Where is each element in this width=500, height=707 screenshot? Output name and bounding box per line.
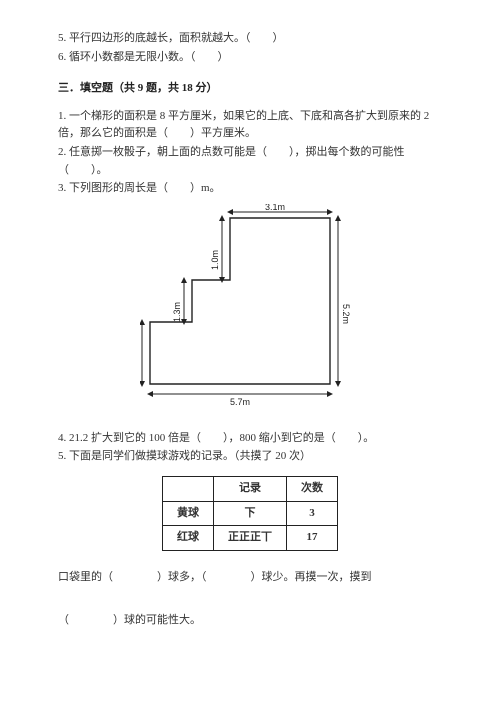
label-mid-left: 1.3m xyxy=(172,302,182,322)
cell-name: 黄球 xyxy=(163,501,214,526)
cell-name: 红球 xyxy=(163,526,214,551)
s3-question-4: 4. 21.2 扩大到它的 100 倍是（ ），800 缩小到它的是（ ）。 xyxy=(58,430,442,448)
section-3-title: 三．填空题（共 9 题，共 18 分） xyxy=(58,80,442,98)
label-bottom: 5.7m xyxy=(230,397,250,407)
s3-question-3: 3. 下列图形的周长是（ ）m。 xyxy=(58,180,442,198)
s3-question-5-tail2: （ ）球的可能性大。 xyxy=(58,612,442,630)
label-right: 5.2m xyxy=(341,304,351,324)
s3-question-1: 1. 一个梯形的面积是 8 平方厘米，如果它的上底、下底和高各扩大到原来的 2 … xyxy=(58,108,442,143)
th-count: 次数 xyxy=(287,476,338,501)
tally-table: 记录 次数 黄球 下 3 红球 正正正丅 17 xyxy=(58,476,442,551)
s3-question-2: 2. 任意掷一枚骰子，朝上面的点数可能是（ ），掷出每个数的可能性（ ）。 xyxy=(58,144,442,179)
cell-count: 3 xyxy=(287,501,338,526)
s3-question-5: 5. 下面是同学们做摸球游戏的记录。（共摸了 20 次） xyxy=(58,448,442,466)
question-6: 6. 循环小数都是无限小数。（ ） xyxy=(58,49,442,67)
perimeter-diagram: 3.1m 5.2m 5.7m 2m 1.3m 1.0m xyxy=(58,204,442,414)
question-5: 5. 平行四边形的底越长，面积就越大。（ ） xyxy=(58,30,442,48)
table-header-row: 记录 次数 xyxy=(163,476,338,501)
s3-question-5-tail1: 口袋里的（ ）球多，（ ）球少。再摸一次，摸到 xyxy=(58,569,442,587)
cell-tally: 正正正丅 xyxy=(214,526,287,551)
label-upper-step: 1.0m xyxy=(210,250,220,270)
table-row: 黄球 下 3 xyxy=(163,501,338,526)
label-top: 3.1m xyxy=(265,204,285,212)
cell-count: 17 xyxy=(287,526,338,551)
table-row: 红球 正正正丅 17 xyxy=(163,526,338,551)
th-blank xyxy=(163,476,214,501)
cell-tally: 下 xyxy=(214,501,287,526)
th-record: 记录 xyxy=(214,476,287,501)
